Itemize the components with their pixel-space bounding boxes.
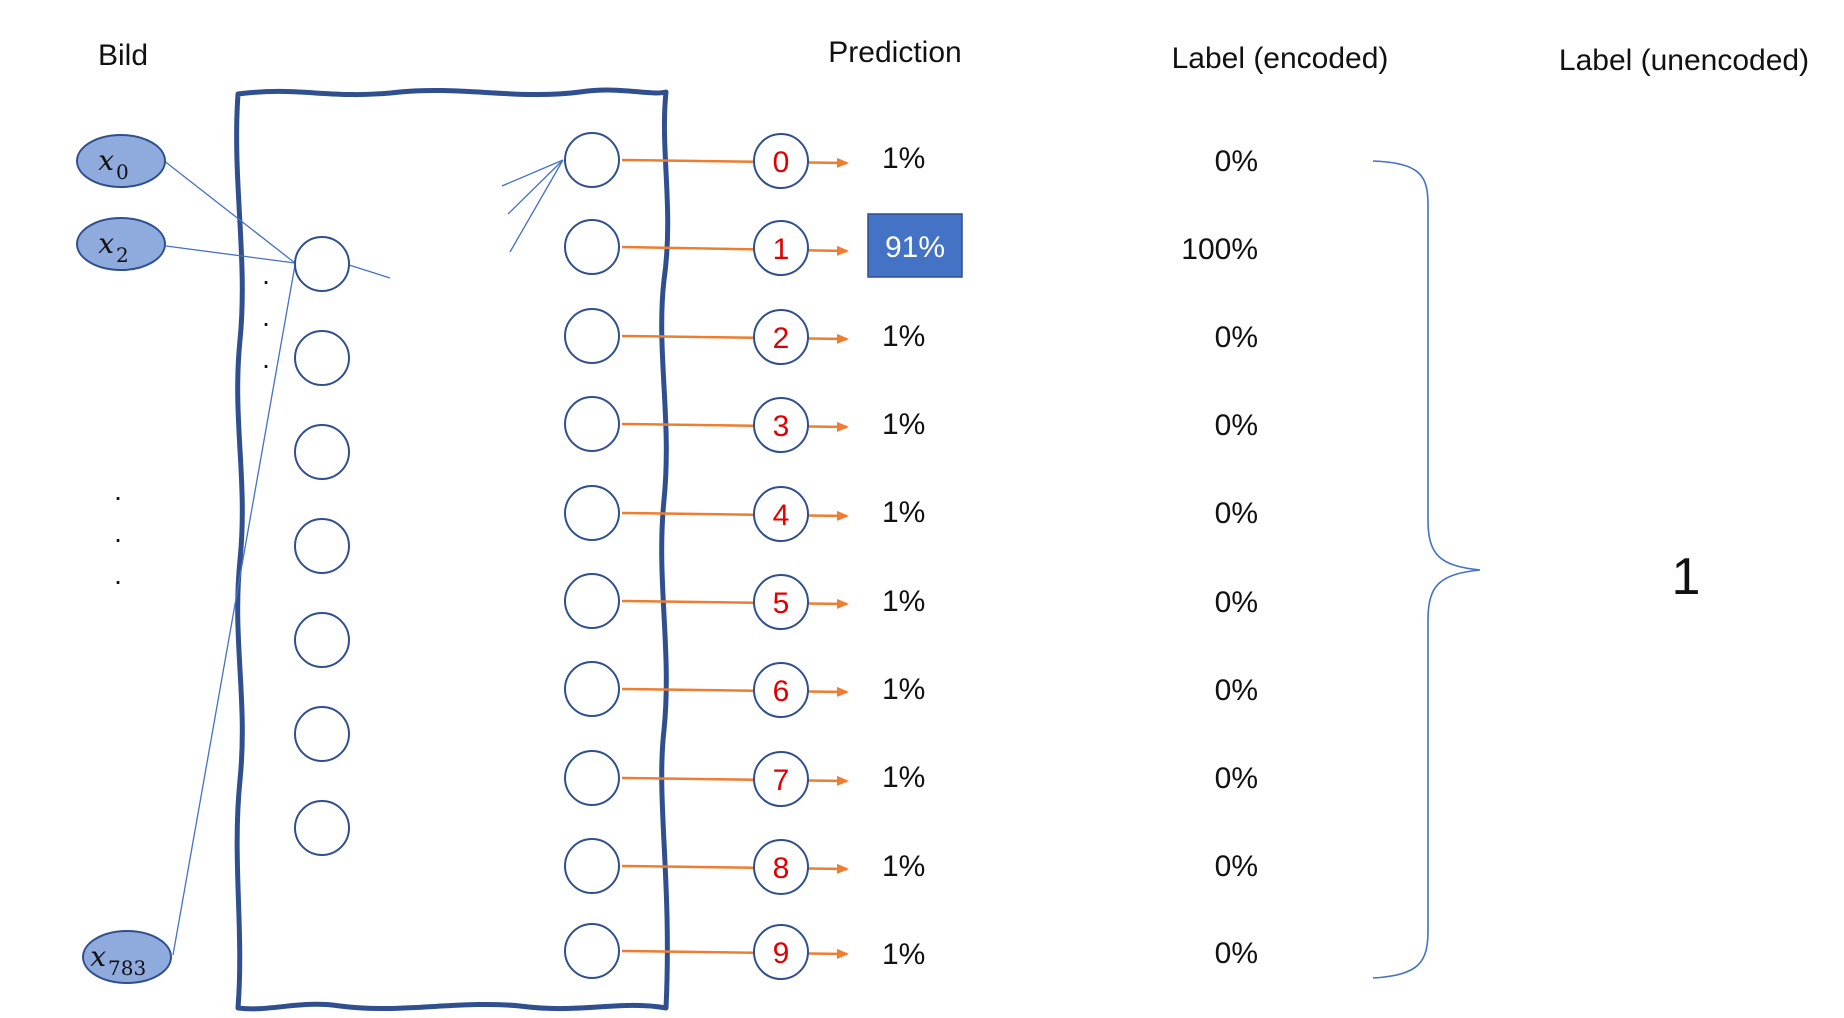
- output-row-3: 3: [564, 396, 849, 453]
- prediction-column: 1% 91% 1% 1% 1% 1% 1% 1% 1% 1%: [867, 142, 963, 971]
- header-label-encoded: Label (encoded): [1172, 42, 1389, 75]
- output-row-7: 7: [564, 750, 849, 807]
- digit-label: 9: [773, 937, 790, 970]
- output-row-0: 0: [564, 132, 849, 189]
- output-neuron: [564, 485, 620, 541]
- header-label-unencoded: Label (unencoded): [1559, 44, 1809, 77]
- label-encoded-value: 0%: [1215, 145, 1258, 178]
- hidden-neuron: [294, 612, 350, 668]
- output-row-4: 4: [564, 485, 849, 542]
- input-var: x: [90, 940, 106, 973]
- label-encoded-column: 0% 100% 0% 0% 0% 0% 0% 0% 0% 0%: [1181, 145, 1258, 970]
- digit-label: 1: [773, 233, 790, 266]
- input-sub: 2: [116, 243, 129, 267]
- prediction-value: 1%: [882, 142, 925, 175]
- input-node-0: x 0: [76, 134, 166, 188]
- prediction-value: 1%: [882, 320, 925, 353]
- ellipsis-dot: ·: [261, 265, 270, 296]
- label-encoded-value: 0%: [1215, 762, 1258, 795]
- label-encoded-value: 0%: [1215, 937, 1258, 970]
- output-row-1: 1: [564, 219, 849, 276]
- hidden-layer: [294, 236, 350, 856]
- hidden-neuron: [294, 424, 350, 480]
- label-encoded-value: 100%: [1181, 233, 1258, 266]
- output-row-9: 9: [564, 923, 849, 980]
- prediction-value-highlight: 91%: [885, 231, 945, 264]
- prediction-highlight: [867, 213, 963, 278]
- ellipsis-dot: ·: [113, 481, 122, 512]
- label-encoded-value: 0%: [1215, 321, 1258, 354]
- digit-label: 8: [773, 852, 790, 885]
- output-neuron-connections: [501, 159, 564, 253]
- digit-circle: [753, 662, 809, 718]
- digit-circle: [753, 220, 809, 276]
- output-neuron: [564, 396, 620, 452]
- digit-circle: [753, 397, 809, 453]
- input-node-783: x 783: [82, 930, 172, 984]
- digit-circle: [753, 133, 809, 189]
- ellipsis-hidden: · · ·: [261, 265, 270, 380]
- hidden-neuron: [294, 236, 350, 292]
- digit-circle: [753, 839, 809, 895]
- output-neuron: [564, 838, 620, 894]
- output-row-6: 6: [564, 661, 849, 718]
- ellipsis-dot: ·: [113, 523, 122, 554]
- ellipsis-inputs: · · ·: [113, 481, 122, 596]
- curly-brace: [1372, 160, 1481, 979]
- prediction-value: 1%: [882, 585, 925, 618]
- ellipsis-dot: ·: [113, 565, 122, 596]
- digit-circle: [753, 924, 809, 980]
- output-rows: 0 1 2 3 4 5: [564, 132, 849, 980]
- digit-circle: [753, 486, 809, 542]
- digit-circle: [753, 751, 809, 807]
- ellipsis-dot: ·: [261, 349, 270, 380]
- label-encoded-value: 0%: [1215, 850, 1258, 883]
- label-encoded-value: 0%: [1215, 409, 1258, 442]
- prediction-value: 1%: [882, 408, 925, 441]
- hidden-neuron: [294, 706, 350, 762]
- output-neuron: [564, 132, 620, 188]
- ellipsis-dot: ·: [261, 307, 270, 338]
- input-connections: [162, 159, 391, 956]
- digit-label: 3: [773, 410, 790, 443]
- digit-circle: [753, 309, 809, 365]
- prediction-value: 1%: [882, 673, 925, 706]
- output-row-5: 5: [564, 573, 849, 630]
- digit-label: 6: [773, 675, 790, 708]
- prediction-value: 1%: [882, 850, 925, 883]
- digit-label: 2: [773, 322, 790, 355]
- digit-circle: [753, 574, 809, 630]
- output-neuron: [564, 923, 620, 979]
- output-neuron: [564, 661, 620, 717]
- label-encoded-value: 0%: [1215, 586, 1258, 619]
- header-prediction: Prediction: [828, 36, 961, 69]
- input-var: x: [98, 227, 114, 260]
- digit-label: 5: [773, 587, 790, 620]
- input-var: x: [98, 144, 114, 177]
- input-sub: 783: [108, 956, 146, 980]
- output-neuron: [564, 219, 620, 275]
- prediction-value: 1%: [882, 938, 925, 971]
- hidden-neuron: [294, 800, 350, 856]
- digit-label: 0: [773, 146, 790, 179]
- label-encoded-value: 0%: [1215, 674, 1258, 707]
- label-unencoded-value: 1: [1672, 548, 1701, 606]
- output-neuron: [564, 573, 620, 629]
- prediction-value: 1%: [882, 496, 925, 529]
- output-row-2: 2: [564, 308, 849, 365]
- digit-label: 4: [773, 499, 790, 532]
- label-encoded-value: 0%: [1215, 497, 1258, 530]
- header-image: Bild: [98, 39, 148, 72]
- prediction-value: 1%: [882, 761, 925, 794]
- hidden-neuron: [294, 518, 350, 574]
- digit-label: 7: [773, 764, 790, 797]
- output-neuron: [564, 308, 620, 364]
- output-neuron: [564, 750, 620, 806]
- input-node-2: x 2: [76, 217, 166, 271]
- output-row-8: 8: [564, 838, 849, 895]
- hidden-neuron: [294, 330, 350, 386]
- input-sub: 0: [116, 160, 129, 184]
